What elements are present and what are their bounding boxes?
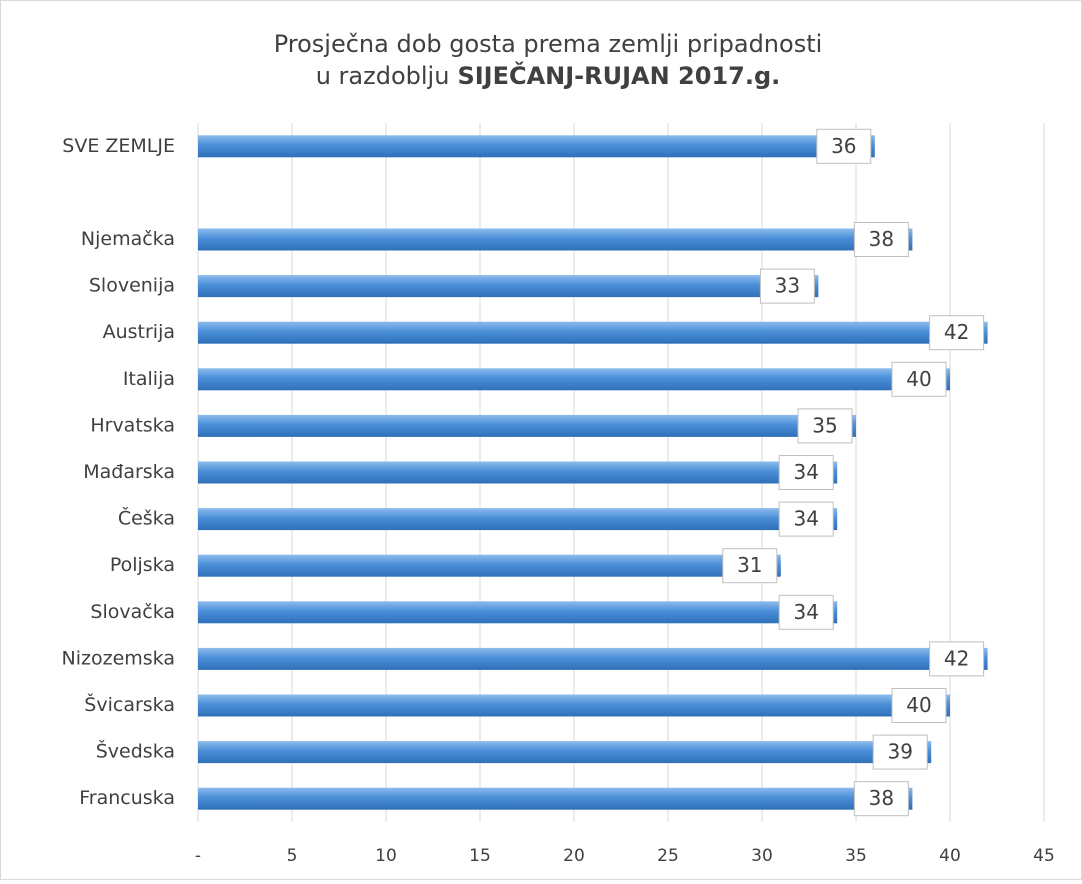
y-tick-label: Hrvatska: [90, 414, 175, 436]
data-label: 36: [831, 134, 856, 158]
chart-subtitle: u razdoblju SIJEČANJ-RUJAN 2017.g.: [316, 60, 781, 90]
y-tick-label: Austrija: [103, 321, 175, 343]
y-tick-label: Poljska: [110, 554, 175, 576]
x-tick-label: 10: [375, 846, 397, 866]
bar: [198, 741, 932, 764]
chart-title: Prosječna dob gosta prema zemlji pripadn…: [274, 30, 823, 58]
bar: [198, 461, 838, 484]
bar: [198, 787, 913, 810]
data-label: 42: [944, 646, 969, 670]
data-label: 42: [944, 320, 969, 344]
data-label-box: [797, 408, 853, 444]
y-tick-label: Češka: [118, 506, 175, 530]
data-label-box: [891, 688, 947, 723]
data-label: 34: [793, 600, 818, 624]
y-tick-label: Švedska: [96, 739, 175, 763]
data-label: 31: [737, 553, 762, 577]
bar: [198, 554, 781, 577]
bar: [198, 647, 988, 670]
y-tick-label: SVE ZEMLJE: [62, 135, 175, 157]
subtitle-text: u razdoblju: [316, 62, 450, 90]
x-tick-label: -: [195, 846, 201, 866]
x-tick-label: 25: [657, 846, 679, 866]
data-label: 38: [869, 227, 894, 251]
bar: [198, 275, 819, 298]
x-tick-label: 40: [939, 846, 961, 866]
y-tick-label: Francuska: [79, 787, 175, 809]
data-label-box: [853, 222, 909, 257]
data-label: 33: [775, 274, 800, 298]
bar: [198, 601, 838, 624]
y-tick-label: Slovenija: [89, 275, 175, 297]
bar: [198, 508, 838, 531]
x-tick-label: 5: [287, 846, 298, 866]
y-tick-label: Italija: [123, 368, 175, 390]
data-label: 39: [887, 740, 912, 764]
bar: [198, 694, 950, 717]
bar: [198, 135, 875, 158]
data-label-box: [778, 594, 834, 630]
data-label: 40: [906, 693, 931, 717]
y-tick-label: Nizozemska: [62, 647, 175, 669]
x-tick-label: 45: [1033, 846, 1055, 866]
bar: [198, 228, 913, 251]
bar: [198, 321, 988, 344]
x-tick-label: 20: [563, 846, 585, 866]
x-tick-label: 30: [751, 846, 773, 866]
data-label: 40: [906, 367, 931, 391]
data-label-box: [722, 548, 778, 584]
data-label-box: [778, 501, 834, 537]
data-label: 34: [793, 507, 818, 531]
data-label-box: [853, 781, 909, 817]
bar: [198, 414, 856, 437]
x-tick-label: 15: [469, 846, 491, 866]
data-label-box: [872, 734, 928, 770]
data-label: 38: [869, 786, 894, 810]
data-label-box: [929, 315, 985, 351]
data-label: 34: [793, 460, 818, 484]
y-tick-label: Mađarska: [83, 461, 175, 483]
data-label-box: [929, 641, 985, 677]
x-tick-label: 35: [845, 846, 867, 866]
subtitle-bold: SIJEČANJ-RUJAN 2017.g.: [457, 60, 780, 90]
y-tick-label: Švicarska: [84, 692, 175, 716]
data-label-box: [759, 268, 815, 304]
y-tick-label: Slovačka: [90, 601, 175, 623]
bar: [198, 368, 950, 391]
y-tick-label: Njemačka: [81, 228, 175, 250]
data-label: 35: [812, 413, 837, 437]
data-label-box: [891, 361, 947, 397]
data-label-box: [816, 128, 872, 164]
data-label-box: [778, 455, 834, 490]
